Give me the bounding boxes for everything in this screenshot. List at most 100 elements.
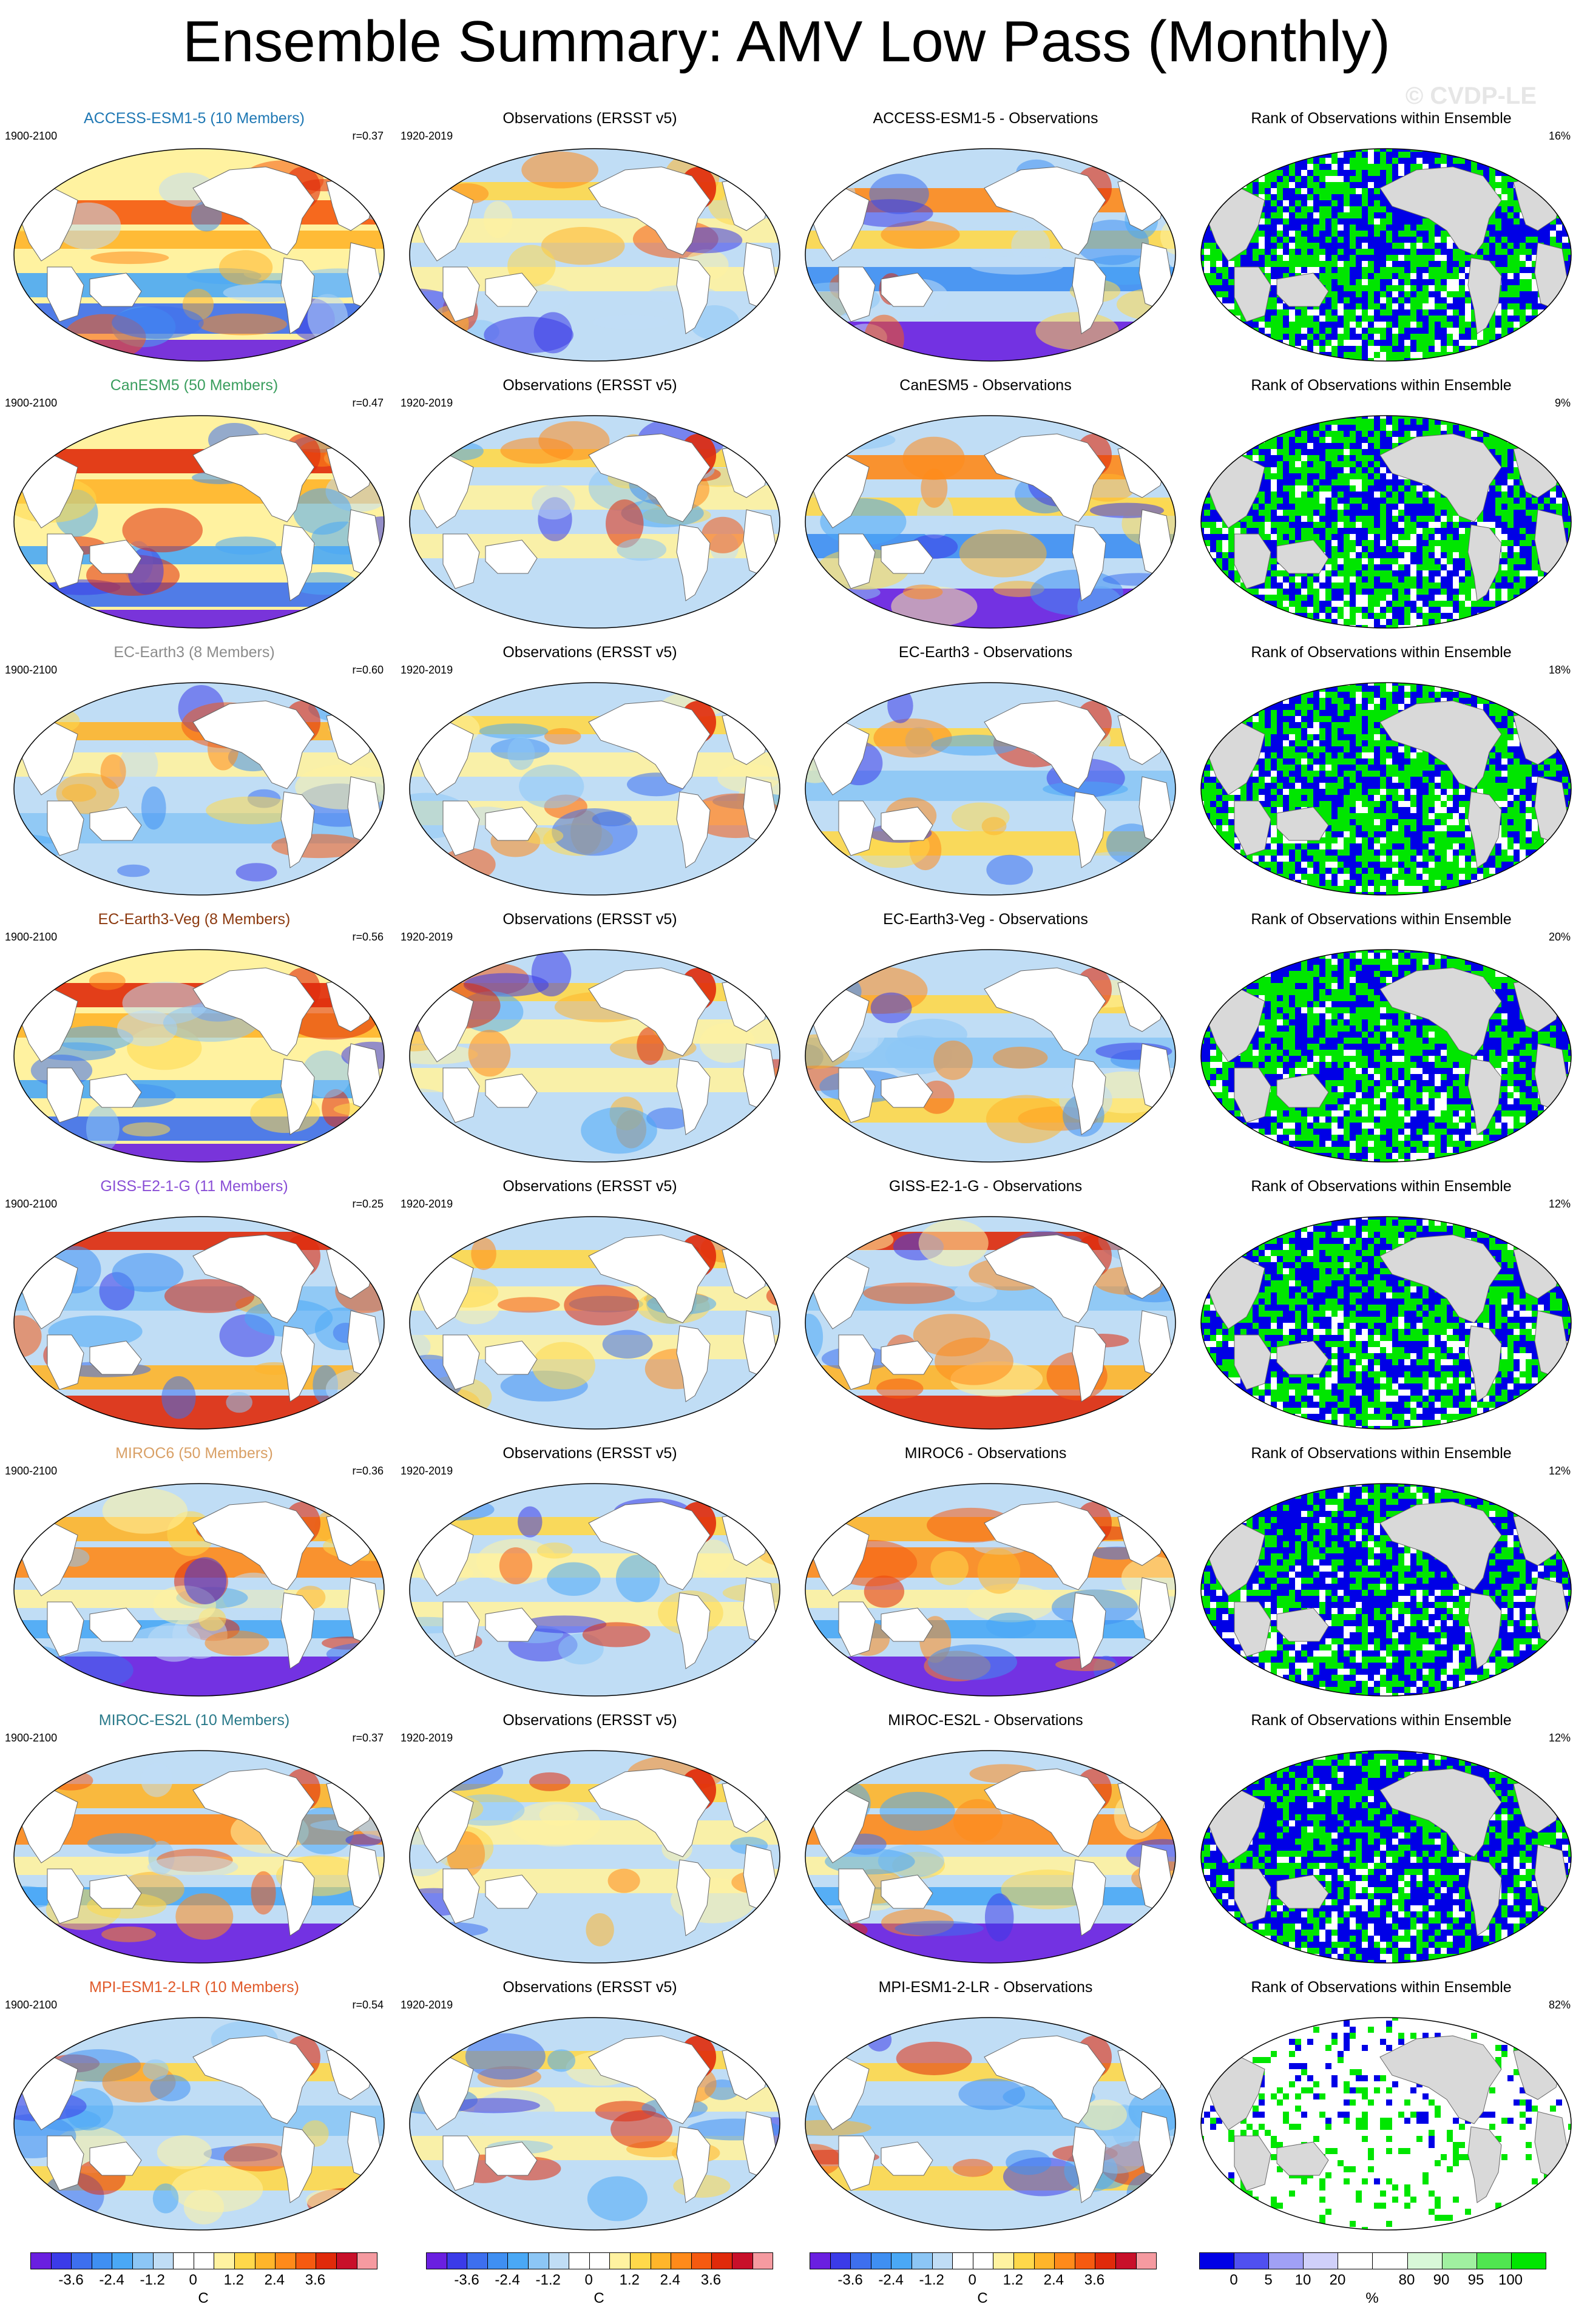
observation-map — [409, 949, 780, 1163]
colorbar-unit: C — [594, 2290, 604, 2306]
panel-row8-rank: Rank of Observations within Ensemble 82% — [1187, 1978, 1573, 2245]
colorbar-swatch — [132, 2253, 154, 2269]
colorbar-tick-label: 0 — [189, 2272, 197, 2288]
colorbar-tick-label: 5 — [1264, 2272, 1273, 2288]
panel-title-obs: Observations (ERSST v5) — [502, 644, 677, 661]
colorbar-swatch — [487, 2253, 509, 2269]
colorbar-swatch — [1055, 2253, 1075, 2269]
colorbar-tick-label: 1.2 — [619, 2272, 640, 2288]
figure-title: Ensemble Summary: AMV Low Pass (Monthly) — [183, 9, 1390, 74]
map-obs — [407, 1748, 783, 1966]
map-obs — [407, 146, 783, 364]
rank-percent-label: 20% — [1548, 931, 1571, 943]
colorbar-3: -3.6 -2.4 -1.2 0 1.2 2.4 3.6 C — [810, 2252, 1157, 2319]
difference-map — [805, 2017, 1176, 2231]
colorbar-swatch — [1136, 2253, 1157, 2269]
colorbar-tick-label: 80 — [1398, 2272, 1415, 2288]
panel-title-rank: Rank of Observations within Ensemble — [1251, 110, 1512, 127]
panel-row1-diff: ACCESS-ESM1-5 - Observations — [791, 109, 1180, 376]
colorbar-unit: % — [1365, 2290, 1379, 2306]
colorbar-swatch — [72, 2253, 92, 2269]
panel-row3-diff: EC-Earth3 - Observations — [791, 643, 1180, 910]
colorbar-swatch — [234, 2253, 255, 2269]
rank-percent-label: 16% — [1548, 130, 1571, 142]
colorbar-tick-label: 0 — [968, 2272, 976, 2288]
colorbar-tick-label: 90 — [1433, 2272, 1450, 2288]
colorbar-swatch — [1511, 2253, 1546, 2269]
colorbar-swatch — [891, 2253, 912, 2269]
model-map — [13, 2017, 385, 2231]
period-label: 1920-2019 — [401, 130, 453, 142]
panel-title-diff: CanESM5 - Observations — [899, 377, 1072, 394]
panel-title-model: EC-Earth3-Veg (8 Members) — [98, 911, 291, 928]
colorbar-tick-label: 3.6 — [700, 2272, 722, 2288]
panel-row6-model: MIROC6 (50 Members) 1900-2100 r=0.36 — [0, 1444, 388, 1711]
map-rank — [1198, 680, 1573, 898]
colorbar-swatch — [153, 2253, 174, 2269]
correlation-label: r=0.25 — [352, 1198, 384, 1210]
colorbar-swatch — [732, 2253, 753, 2269]
colorbar-swatch — [953, 2253, 973, 2269]
colorbar-swatch — [691, 2253, 712, 2269]
colorbar-swatch — [973, 2253, 994, 2269]
colorbar-swatch — [851, 2253, 871, 2269]
colorbar-swatch — [336, 2253, 357, 2269]
colorbar-swatch — [1477, 2253, 1512, 2269]
panel-title-diff: ACCESS-ESM1-5 - Observations — [873, 110, 1098, 127]
rank-percent-label: 12% — [1548, 1732, 1571, 1744]
panel-row3-model: EC-Earth3 (8 Members) 1900-2100 r=0.60 — [0, 643, 388, 910]
panel-row8-model: MPI-ESM1-2-LR (10 Members) 1900-2100 r=0.5… — [0, 1978, 388, 2245]
colorbar-tick-label: 2.4 — [660, 2272, 681, 2288]
panel-title-model: GISS-E2-1-G (11 Members) — [100, 1178, 288, 1195]
colorbar-tick-label: 3.6 — [305, 2272, 326, 2288]
map-diff — [802, 146, 1179, 364]
map-obs — [407, 1481, 783, 1699]
colorbar-swatch — [810, 2253, 831, 2269]
observation-map — [409, 415, 780, 629]
colorbar-swatches — [426, 2252, 773, 2269]
map-model — [11, 1481, 387, 1699]
colorbar-swatch — [31, 2253, 52, 2269]
panel-row4-diff: EC-Earth3-Veg - Observations — [791, 910, 1180, 1177]
map-obs — [407, 413, 783, 631]
map-diff — [802, 1748, 1179, 1966]
rank-percent-label: 82% — [1548, 1999, 1571, 2011]
panel-row4-model: EC-Earth3-Veg (8 Members) 1900-2100 r=0.56 — [0, 910, 388, 1177]
period-label: 1900-2100 — [5, 1198, 58, 1210]
colorbar-swatch — [912, 2253, 933, 2269]
colorbar-swatch — [932, 2253, 953, 2269]
panel-row7-rank: Rank of Observations within Ensemble 12% — [1187, 1711, 1573, 1978]
colorbar-swatch — [1034, 2253, 1055, 2269]
map-model — [11, 146, 387, 364]
panel-row2-obs: Observations (ERSST v5) 1920-2019 — [396, 376, 784, 643]
panel-row6-rank: Rank of Observations within Ensemble 12% — [1187, 1444, 1573, 1711]
rank-percent-label: 9% — [1554, 397, 1571, 409]
correlation-label: r=0.56 — [352, 931, 384, 943]
panel-title-obs: Observations (ERSST v5) — [502, 1445, 677, 1462]
correlation-label: r=0.37 — [352, 1732, 384, 1744]
rank-percent-label: 18% — [1548, 664, 1571, 676]
panel-title-model: MIROC6 (50 Members) — [115, 1445, 273, 1462]
colorbar-tick-label: -3.6 — [837, 2272, 863, 2288]
colorbar-tick-label: -2.4 — [495, 2272, 520, 2288]
colorbar-swatch — [92, 2253, 113, 2269]
panel-row2-diff: CanESM5 - Observations — [791, 376, 1180, 643]
panel-title-obs: Observations (ERSST v5) — [502, 1979, 677, 1996]
observation-map — [409, 1483, 780, 1697]
colorbar-tick-label: 3.6 — [1084, 2272, 1105, 2288]
rank-map — [1200, 1750, 1572, 1964]
panel-title-rank: Rank of Observations within Ensemble — [1251, 1712, 1512, 1729]
panel-title-diff: MPI-ESM1-2-LR - Observations — [878, 1979, 1093, 1996]
map-rank — [1198, 1481, 1573, 1699]
correlation-label: r=0.54 — [352, 1999, 384, 2011]
observation-map — [409, 1216, 780, 1430]
panel-row5-diff: GISS-E2-1-G - Observations — [791, 1177, 1180, 1444]
colorbar-2: -3.6 -2.4 -1.2 0 1.2 2.4 3.6 C — [426, 2252, 773, 2319]
colorbar-swatch — [1234, 2253, 1270, 2269]
panel-title-diff: EC-Earth3-Veg - Observations — [883, 911, 1088, 928]
panel-title-diff: MIROC-ES2L - Observations — [888, 1712, 1083, 1729]
colorbar-swatch — [1373, 2253, 1408, 2269]
panel-title-obs: Observations (ERSST v5) — [502, 1178, 677, 1195]
map-rank — [1198, 413, 1573, 631]
panel-title-diff: MIROC6 - Observations — [904, 1445, 1067, 1462]
